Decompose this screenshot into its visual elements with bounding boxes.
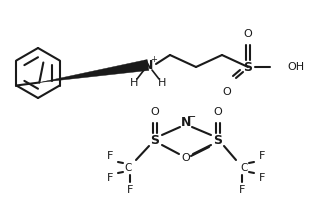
Text: O: O [213, 107, 222, 117]
Text: H: H [130, 78, 138, 88]
Text: F: F [259, 173, 265, 183]
Text: F: F [127, 185, 133, 195]
Polygon shape [40, 60, 149, 82]
Text: N: N [181, 116, 191, 129]
Text: O: O [151, 107, 159, 117]
Text: OH: OH [287, 62, 304, 72]
Text: S: S [150, 133, 159, 146]
Text: C: C [124, 163, 132, 173]
Text: O: O [223, 87, 231, 97]
Text: S: S [243, 61, 253, 74]
Text: O: O [244, 29, 252, 39]
Text: S: S [213, 133, 222, 146]
Text: +: + [151, 55, 157, 63]
Text: F: F [239, 185, 245, 195]
Text: F: F [107, 151, 113, 161]
Text: C: C [240, 163, 248, 173]
Text: F: F [259, 151, 265, 161]
Text: H: H [158, 78, 166, 88]
Text: −: − [187, 112, 197, 122]
Text: O: O [182, 153, 190, 163]
Text: F: F [107, 173, 113, 183]
Text: N: N [143, 59, 153, 71]
